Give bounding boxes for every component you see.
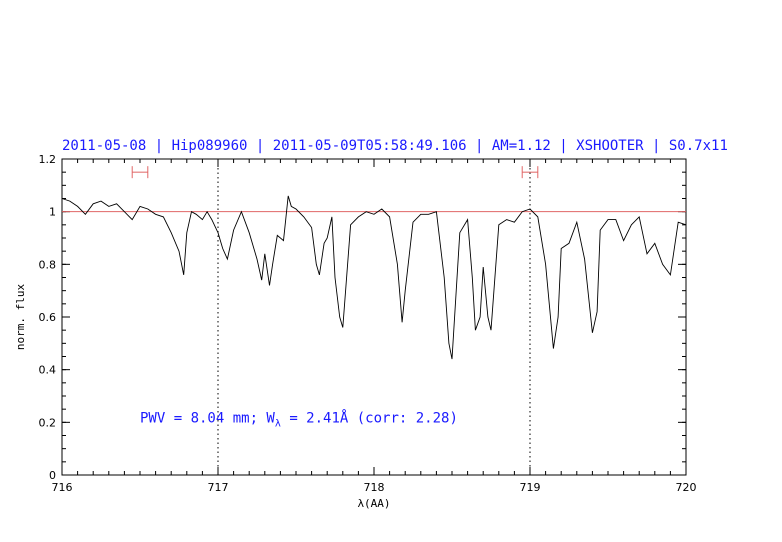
tick-labels: 716 717 718 719 720 0 0.2 0.4 0.6 0.8 1 1.2 [39, 153, 697, 494]
vertical-markers [217, 159, 531, 475]
y-tick-label: 0 [49, 469, 56, 482]
x-tick-label: 716 [52, 481, 73, 494]
y-axis-label: norm. flux [14, 284, 27, 351]
x-tick-label: 717 [208, 481, 229, 494]
y-tick-label: 0.6 [39, 311, 57, 324]
chart-title: 2011-05-08 | Hip089960 | 2011-05-09T05:5… [62, 138, 728, 154]
y-tick-label: 1.2 [39, 153, 57, 166]
axis-ticks [61, 158, 687, 476]
y-tick-label: 0.8 [39, 258, 57, 271]
pwv-annotation: PWV = 8.04 mm; Wλ = 2.41Å (corr: 2.28) [140, 409, 458, 429]
x-tick-label: 720 [676, 481, 697, 494]
annotation-suffix: = 2.41Å (corr: 2.28) [281, 409, 458, 426]
annotation-prefix: PWV = 8.04 mm; W [140, 410, 275, 426]
y-tick-label: 0.4 [39, 364, 57, 377]
spectrum-line [61, 195, 687, 360]
x-tick-label: 719 [520, 481, 541, 494]
annotation-subscript: λ [275, 418, 281, 429]
y-tick-label: 0.2 [39, 416, 57, 429]
y-tick-label: 1 [49, 206, 56, 219]
x-tick-label: 718 [364, 481, 385, 494]
plot-frame [61, 158, 687, 476]
continuum-windows [131, 166, 539, 179]
x-axis-label: λ(AA) [357, 497, 390, 510]
